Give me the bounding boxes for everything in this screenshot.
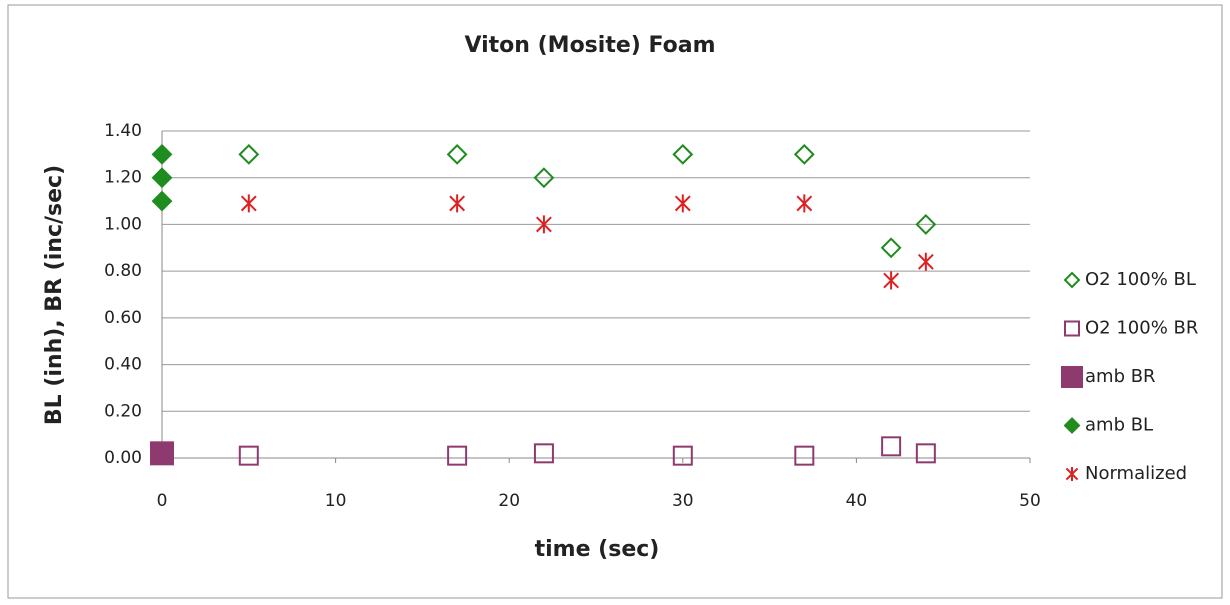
marker-asterisk [883, 271, 900, 290]
marker-diamond [151, 190, 173, 212]
marker-square [150, 441, 174, 466]
y-tick-label: 0.20 [104, 401, 142, 421]
legend-label: Normalized [1085, 463, 1187, 484]
x-tick-label: 40 [846, 491, 868, 511]
marker-asterisk [240, 194, 257, 213]
marker-diamond [915, 214, 937, 235]
chart-border [7, 4, 1223, 599]
marker-square [915, 443, 936, 464]
marker-diamond [533, 167, 555, 189]
marker-asterisk [1065, 467, 1079, 481]
y-tick-label: 1.00 [104, 214, 142, 234]
marker-asterisk [917, 252, 934, 271]
x-tick-label: 20 [498, 491, 520, 511]
marker-asterisk [449, 194, 466, 213]
y-tick-label: 1.20 [104, 168, 142, 188]
marker-square [881, 436, 902, 457]
y-tick-label: 0.80 [104, 261, 142, 281]
x-tick-label: 30 [672, 491, 694, 511]
marker-square [447, 445, 468, 466]
x-tick-label: 50 [1019, 491, 1041, 511]
legend-label: amb BR [1085, 366, 1156, 387]
marker-diamond [1063, 417, 1081, 434]
x-axis-label: time (sec) [535, 537, 660, 562]
marker-asterisk [536, 215, 552, 234]
marker-square [1061, 366, 1083, 388]
chart-title: Viton (Mosite) Foam [464, 33, 715, 58]
marker-square [533, 443, 554, 464]
y-tick-label: 0.60 [104, 308, 142, 328]
marker-square [1064, 320, 1080, 337]
y-axis-label: BL (inh), BR (inc/sec) [42, 165, 67, 425]
marker-diamond [793, 143, 815, 165]
marker-diamond [446, 143, 468, 165]
marker-asterisk [674, 194, 691, 213]
y-tick-label: 0.40 [104, 355, 142, 375]
x-tick-label: 0 [157, 491, 168, 511]
legend-label: O2 100% BL [1085, 269, 1196, 290]
marker-diamond [1063, 271, 1081, 289]
marker-square [794, 445, 815, 466]
legend-label: O2 100% BR [1085, 318, 1198, 339]
y-tick-label: 0.00 [104, 448, 142, 468]
legend-label: amb BL [1085, 415, 1153, 436]
marker-diamond [672, 143, 694, 165]
marker-diamond [151, 167, 173, 189]
y-tick-label: 1.40 [104, 121, 142, 141]
marker-diamond [238, 143, 260, 165]
marker-diamond [880, 237, 902, 259]
x-tick-label: 10 [325, 491, 347, 511]
marker-asterisk [796, 194, 813, 213]
marker-square [238, 445, 259, 466]
marker-square [672, 445, 693, 466]
marker-diamond [151, 143, 173, 165]
